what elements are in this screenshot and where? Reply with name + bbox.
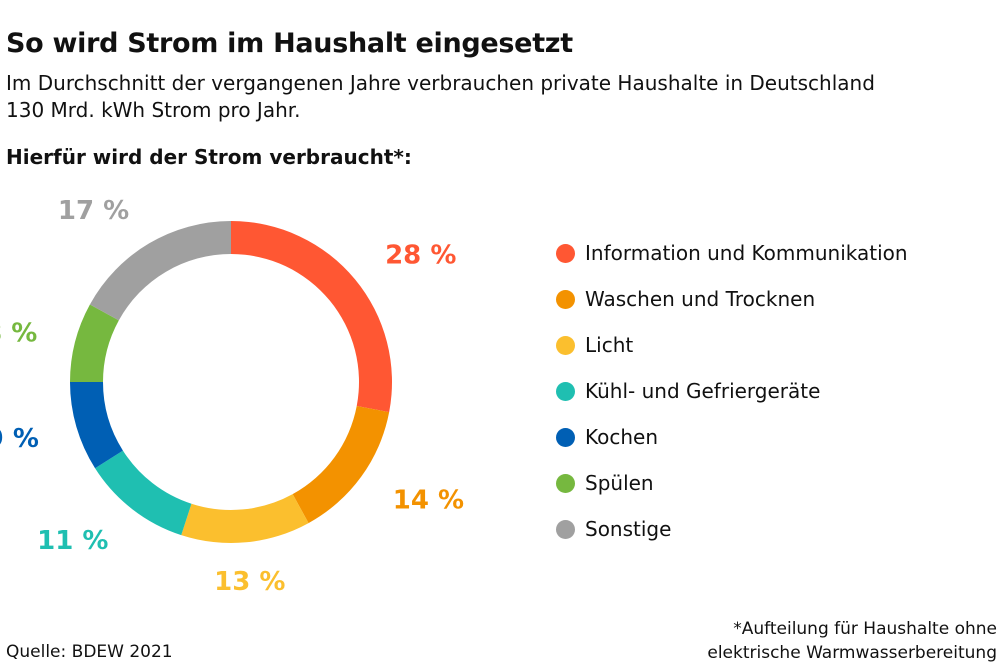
slice-waschen-und-trocknen — [292, 405, 390, 524]
legend-swatch — [556, 381, 575, 401]
legend-item-sonstige: Sonstige — [556, 506, 908, 552]
legend-item-information-und-kommunikation: Information und Kommunikation — [556, 230, 908, 276]
legend-label: Kühl- und Gefriergeräte — [585, 379, 821, 403]
legend-label: Information und Kommunikation — [585, 241, 908, 265]
legend-label: Sonstige — [585, 517, 672, 541]
slice-spulen — [70, 304, 119, 382]
data-label-kochen: 9 % — [0, 424, 39, 454]
legend-item-licht: Licht — [556, 322, 908, 368]
subtitle-line-2: 130 Mrd. kWh Strom pro Jahr. — [6, 98, 301, 122]
slice-information-und-kommunikation — [231, 221, 393, 413]
data-label-spulen: 8 % — [0, 318, 37, 348]
slice-sonstige — [89, 221, 231, 321]
slice-licht — [181, 494, 309, 544]
legend-label: Licht — [585, 333, 634, 357]
data-label-kuhl-und-gefriergerate: 11 % — [37, 526, 108, 556]
legend-swatch — [556, 427, 575, 447]
legend-swatch — [556, 289, 575, 309]
legend-label: Waschen und Trocknen — [585, 287, 816, 311]
legend-item-waschen-und-trocknen: Waschen und Trocknen — [556, 276, 908, 322]
chart-legend: Information und Kommunikation Waschen und… — [556, 230, 908, 552]
footnote: *Aufteilung für Haushalte ohne elektrisc… — [707, 617, 997, 665]
slice-kuhl-und-gefriergerate — [95, 450, 192, 536]
data-label-sonstige: 17 % — [58, 196, 129, 226]
legend-swatch — [556, 335, 575, 355]
data-label-information-und-kommunikation: 28 % — [385, 241, 456, 271]
legend-item-kuhl-und-gefriergerate: Kühl- und Gefriergeräte — [556, 368, 908, 414]
chart-subtitle: Im Durchschnitt der vergangenen Jahre ve… — [6, 70, 966, 124]
legend-swatch — [556, 473, 575, 493]
legend-item-kochen: Kochen — [556, 414, 908, 460]
data-label-licht: 13 % — [214, 567, 285, 597]
data-label-waschen-und-trocknen: 14 % — [393, 486, 464, 516]
chart-title: So wird Strom im Haushalt eingesetzt — [6, 28, 573, 59]
legend-swatch — [556, 519, 575, 539]
footnote-line-2: elektrische Warmwasserbereitung — [707, 643, 997, 663]
section-label: Hierfür wird der Strom verbraucht*: — [6, 145, 412, 169]
slice-kochen — [70, 382, 123, 469]
legend-item-spulen: Spülen — [556, 460, 908, 506]
footnote-line-1: *Aufteilung für Haushalte ohne — [733, 619, 997, 639]
source-note: Quelle: BDEW 2021 — [6, 642, 173, 662]
legend-label: Spülen — [585, 471, 654, 495]
subtitle-line-1: Im Durchschnitt der vergangenen Jahre ve… — [6, 71, 875, 95]
legend-swatch — [556, 243, 575, 263]
legend-label: Kochen — [585, 425, 659, 449]
